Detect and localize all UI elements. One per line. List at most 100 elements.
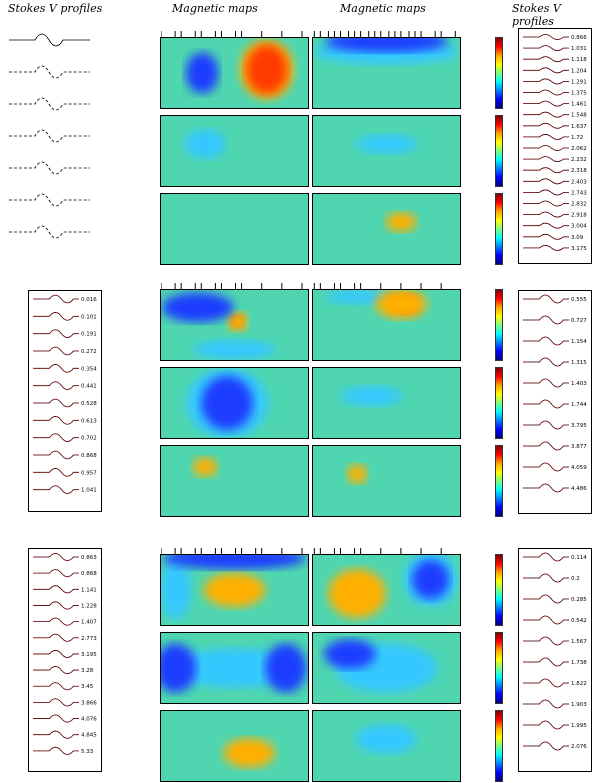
map-image bbox=[161, 194, 308, 264]
magnetic-map-azimuthal bbox=[312, 367, 461, 439]
model-profile bbox=[523, 378, 569, 388]
colorbar bbox=[495, 367, 503, 439]
map-feature bbox=[193, 339, 276, 360]
magnetic-map-meridional bbox=[160, 193, 309, 265]
map-image bbox=[161, 633, 308, 703]
map-feature bbox=[340, 386, 403, 406]
phase-tick-marks bbox=[313, 283, 442, 289]
map-image bbox=[313, 711, 460, 781]
observed-profile bbox=[9, 193, 90, 207]
magnetic-map-radial bbox=[312, 289, 461, 361]
phase-label: 0.866 bbox=[571, 35, 587, 41]
model-profile bbox=[523, 56, 569, 62]
phase-tick-marks bbox=[161, 548, 303, 554]
observed-profile bbox=[523, 89, 569, 96]
map-background bbox=[161, 194, 308, 264]
model-profile bbox=[523, 89, 569, 96]
model-profile bbox=[523, 720, 569, 730]
phase-label: 0.114 bbox=[571, 555, 587, 561]
phase-label: 0.2 bbox=[571, 576, 580, 582]
colorbar bbox=[495, 710, 503, 782]
stokes-panel-2008: 0.866 1.031 1.118 1.204 1.291 1.375 1.461 1.548… bbox=[518, 28, 592, 264]
model-profile bbox=[33, 450, 79, 460]
phase-label: 2.403 bbox=[571, 179, 587, 185]
map-background bbox=[161, 446, 308, 516]
magnetic-map-radial bbox=[160, 37, 309, 109]
magnetic-map-meridional bbox=[312, 445, 461, 517]
phase-label: 4.486 bbox=[571, 486, 587, 492]
observed-profile bbox=[33, 433, 79, 442]
model-profile bbox=[523, 420, 569, 430]
observed-profile bbox=[9, 65, 90, 79]
map-image bbox=[313, 194, 460, 264]
phase-label: 0.016 bbox=[81, 297, 97, 303]
map-image bbox=[313, 446, 460, 516]
observed-profile bbox=[33, 312, 79, 321]
map-feature bbox=[246, 45, 288, 94]
phase-label: 2.773 bbox=[81, 636, 97, 642]
map-image bbox=[313, 368, 460, 438]
colorbar bbox=[495, 115, 503, 187]
map-image bbox=[161, 368, 308, 438]
observed-profile bbox=[523, 336, 569, 346]
observed-profile bbox=[523, 399, 569, 409]
model-profile bbox=[523, 741, 569, 751]
observed-profile bbox=[523, 122, 569, 129]
phase-label: 1.228 bbox=[81, 603, 97, 609]
observed-profile bbox=[523, 145, 569, 151]
model-profile bbox=[523, 573, 569, 583]
map-image bbox=[161, 711, 308, 781]
phase-label: 0.868 bbox=[81, 571, 97, 577]
map-image bbox=[161, 38, 308, 108]
phase-label: 4.845 bbox=[81, 733, 97, 739]
map-background bbox=[313, 194, 460, 264]
phase-label: 3.795 bbox=[571, 423, 587, 429]
observed-profile bbox=[33, 666, 79, 675]
magnetic-map-azimuthal bbox=[160, 367, 309, 439]
phase-tick-marks bbox=[313, 548, 442, 554]
phase-label: 1.461 bbox=[571, 102, 587, 108]
model-profile bbox=[523, 234, 569, 240]
phase-label: 0.863 bbox=[81, 555, 97, 561]
observed-profile bbox=[523, 78, 569, 85]
map-image bbox=[313, 38, 460, 108]
map-feature bbox=[324, 38, 449, 53]
model-profile bbox=[523, 294, 569, 304]
map-feature bbox=[355, 724, 418, 754]
map-image bbox=[313, 290, 460, 360]
observed-profile bbox=[33, 746, 79, 755]
observed-profile bbox=[33, 698, 79, 707]
observed-profile bbox=[523, 657, 569, 667]
model-profile bbox=[523, 189, 569, 196]
observed-profile bbox=[523, 552, 569, 562]
phase-label: 1.738 bbox=[571, 660, 587, 666]
phase-label: 1.375 bbox=[571, 91, 587, 97]
phase-label: 1.903 bbox=[571, 702, 587, 708]
observed-profile bbox=[33, 416, 79, 425]
phase-label: 1.995 bbox=[571, 723, 587, 729]
phase-label: 3.195 bbox=[81, 652, 97, 658]
stokes-panel-2010: 0.016 0.101 0.191 0.272 0.354 0.441 0.528 0.613… bbox=[28, 290, 102, 512]
observed-profile bbox=[523, 245, 569, 251]
stokes-profiles: 0.863 0.868 1.141 1.228 1.407 2.773 3.195 3.28 3… bbox=[33, 552, 97, 755]
phase-label: 1.744 bbox=[571, 402, 587, 408]
colorbar bbox=[495, 37, 503, 109]
model-profile bbox=[523, 636, 569, 646]
observed-profile bbox=[523, 678, 569, 688]
stokes-profiles: 0.555 0.727 1.154 1.315 1.403 1.744 3.795 3.877… bbox=[523, 294, 587, 493]
model-profile bbox=[523, 336, 569, 346]
observed-profile bbox=[523, 594, 569, 604]
phase-label: 3.877 bbox=[571, 444, 587, 450]
map-feature bbox=[265, 643, 307, 693]
model-profile bbox=[523, 678, 569, 688]
observed-profile bbox=[33, 585, 79, 594]
phase-label: 0.101 bbox=[81, 314, 97, 320]
observed-profile bbox=[9, 97, 90, 111]
header-maps-left: Magnetic maps bbox=[172, 2, 258, 15]
observed-profile bbox=[523, 357, 569, 367]
observed-profile bbox=[523, 178, 569, 185]
magnetic-map-meridional bbox=[312, 710, 461, 782]
model-profile bbox=[523, 357, 569, 367]
phase-label: 0.272 bbox=[81, 349, 97, 355]
header-stokes-right: Stokes V profiles bbox=[512, 2, 561, 28]
